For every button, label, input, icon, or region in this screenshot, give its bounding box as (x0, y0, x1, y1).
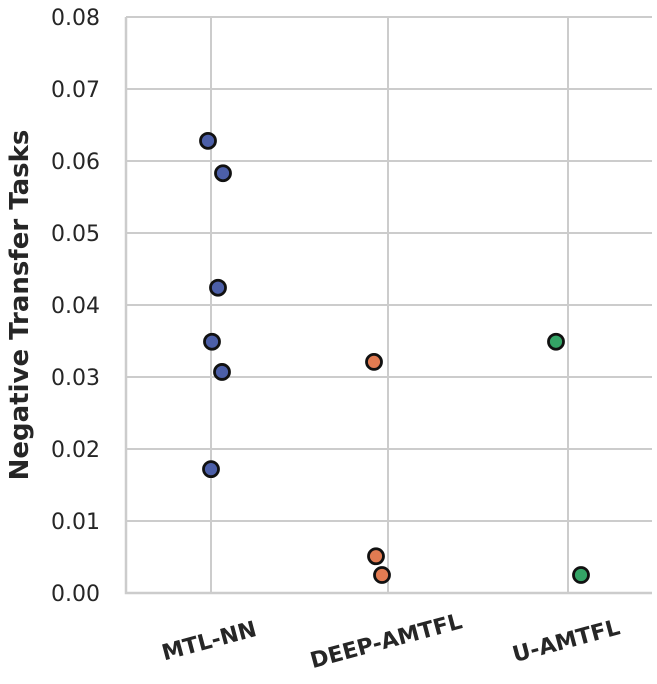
data-points (199, 131, 590, 584)
y-tick-label: 0.07 (51, 78, 100, 103)
y-axis-ticks: 0.00 0.01 0.02 0.03 0.04 0.05 0.06 0.07 0.08 (51, 6, 100, 607)
grid-lines (126, 16, 652, 593)
data-point-mtl-nn (213, 363, 231, 381)
y-axis-label: Negative Transfer Tasks (5, 130, 35, 481)
data-point-mtl-nn (203, 332, 221, 351)
y-tick-label: 0.03 (51, 366, 100, 391)
data-point-mtl-nn (209, 278, 227, 297)
left-axis-spine (124, 17, 652, 595)
data-point-mtl-nn (202, 460, 220, 479)
x-tick-label-deep-amtfl: DEEP-AMTFL (308, 609, 465, 674)
data-point-deep-amtfl (367, 547, 385, 566)
y-tick-label: 0.08 (51, 6, 100, 31)
x-tick-label-mtl-nn: MTL-NN (159, 617, 259, 666)
data-point-mtl-nn (199, 131, 217, 150)
data-point-deep-amtfl (365, 352, 383, 371)
data-point-u-amtfl (572, 566, 590, 584)
data-point-mtl-nn (214, 164, 232, 183)
data-point-u-amtfl (547, 332, 565, 351)
y-tick-label: 0.06 (51, 150, 100, 175)
y-tick-label: 0.05 (51, 222, 100, 247)
y-tick-label: 0.01 (51, 510, 100, 535)
y-tick-label: 0.00 (51, 582, 100, 607)
x-axis-ticks: MTL-NN DEEP-AMTFL U-AMTFL (159, 609, 622, 674)
x-tick-label-u-amtfl: U-AMTFL (510, 615, 623, 668)
y-tick-label: 0.04 (51, 294, 100, 319)
data-point-deep-amtfl (373, 566, 391, 584)
y-tick-label: 0.02 (51, 438, 100, 463)
